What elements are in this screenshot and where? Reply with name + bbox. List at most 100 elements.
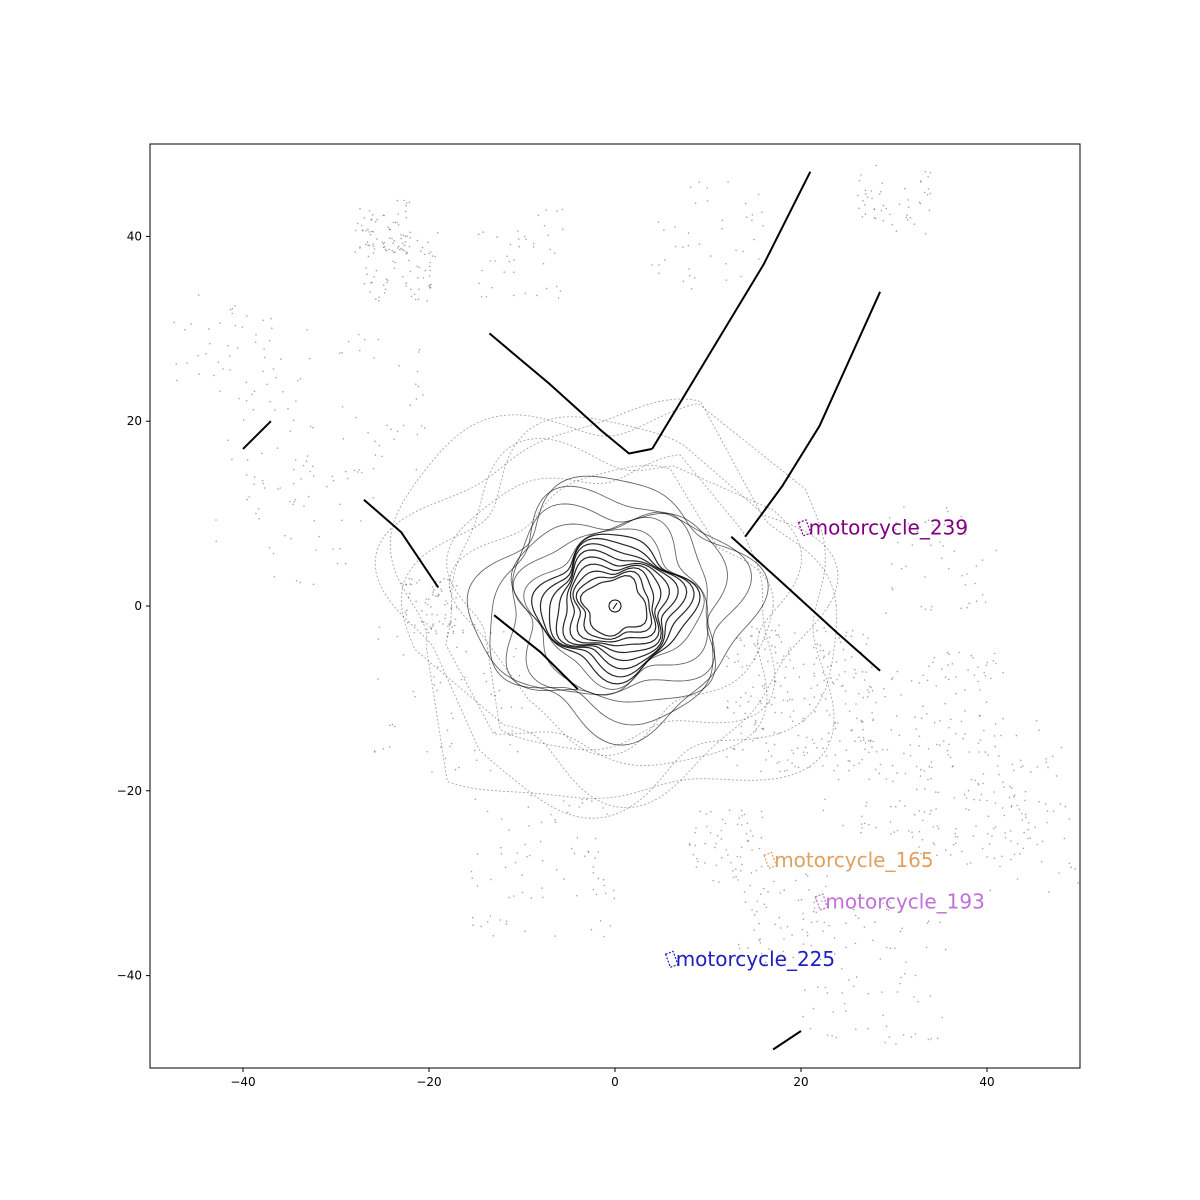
lidar-point [1045, 761, 1048, 764]
lidar-point [885, 1025, 888, 1028]
lidar-point [768, 948, 770, 950]
lidar-point [359, 246, 361, 248]
lidar-point [845, 631, 848, 634]
lidar-point [695, 827, 697, 829]
lidar-point [809, 703, 811, 706]
lidar-point [851, 656, 853, 658]
lidar-point [1004, 837, 1007, 839]
lidar-point [763, 684, 766, 686]
lidar-point [933, 656, 936, 659]
lidar-point [911, 544, 914, 546]
lidar-point [741, 846, 743, 849]
lidar-point [390, 428, 392, 431]
lidar-point [967, 789, 970, 792]
lidar-point [872, 939, 874, 942]
x-tick-label: −20 [416, 1075, 441, 1089]
lidar-point [432, 591, 434, 593]
lidar-point [740, 725, 743, 728]
lidar-point [1027, 822, 1030, 824]
lidar-point [374, 440, 376, 443]
lidar-point [819, 644, 822, 647]
lidar-point [718, 881, 720, 883]
lidar-point [940, 557, 943, 559]
lidar-point [744, 712, 746, 715]
lidar-point [812, 910, 815, 913]
object-label: motorcycle_239 [809, 516, 968, 540]
ground-ring [512, 516, 709, 696]
lidar-point [935, 685, 937, 687]
lidar-point [1070, 866, 1073, 868]
lidar-point [418, 288, 420, 291]
lidar-point [758, 258, 760, 260]
lidar-point [355, 416, 358, 419]
lidar-point [862, 736, 865, 739]
lidar-point [417, 277, 419, 279]
lidar-point [604, 892, 607, 895]
lidar-point [841, 992, 843, 994]
lidar-point [918, 735, 921, 737]
lidar-point [786, 925, 789, 928]
lidar-point [936, 1037, 939, 1040]
lidar-point [834, 721, 837, 724]
lidar-point [754, 719, 757, 722]
lidar-point [962, 737, 964, 740]
lidar-point [692, 853, 695, 856]
lidar-point [865, 643, 868, 645]
lidar-point [529, 854, 531, 857]
lidar-point [1024, 813, 1027, 816]
lidar-point [720, 838, 723, 840]
lidar-point [927, 920, 930, 922]
lidar-point [989, 889, 992, 892]
lidar-point [762, 224, 764, 227]
lidar-point [901, 927, 903, 930]
lidar-point [435, 595, 437, 597]
lidar-point [381, 455, 383, 458]
ground-ring [374, 398, 838, 819]
lidar-point [779, 927, 782, 929]
lidar-point [756, 910, 758, 913]
lidar-point [361, 471, 363, 474]
lidar-point [545, 209, 547, 211]
ground-ring [446, 454, 776, 751]
lidar-point [895, 522, 897, 524]
lidar-point [830, 664, 832, 667]
lidar-point [303, 505, 305, 507]
lidar-point [413, 631, 416, 634]
lidar-point [391, 249, 394, 252]
lidar-point [984, 601, 987, 603]
lidar-point [760, 810, 763, 813]
lidar-point [292, 482, 295, 485]
lidar-point [854, 668, 856, 671]
lidar-point [928, 209, 931, 211]
lidar-point [914, 974, 917, 977]
lidar-point [749, 884, 751, 887]
lidar-point [287, 407, 289, 410]
lidar-point [503, 271, 506, 273]
lidar-point [881, 182, 883, 184]
lidar-point [978, 751, 980, 753]
lidar-point [904, 772, 907, 775]
lidar-point [406, 609, 408, 612]
lidar-point [367, 244, 369, 246]
lidar-point [540, 821, 543, 824]
lidar-point [862, 200, 864, 202]
lidar-point [405, 216, 408, 219]
lidar-point [824, 698, 827, 700]
ground-ring [562, 556, 670, 654]
lidar-point [858, 207, 860, 210]
lidar-point [420, 425, 423, 427]
lidar-point [981, 559, 984, 561]
lidar-point [375, 269, 378, 272]
lidar-point [429, 626, 432, 628]
lidar-point [931, 766, 933, 769]
lidar-point [490, 693, 493, 696]
lidar-point [366, 241, 369, 243]
lidar-point [728, 809, 731, 811]
lidar-point [511, 730, 513, 732]
lidar-point [227, 439, 229, 442]
lidar-point [791, 698, 793, 701]
lidar-point [513, 259, 515, 261]
lidar-point [715, 842, 717, 845]
lidar-point [925, 946, 928, 949]
lidar-point [374, 454, 377, 456]
